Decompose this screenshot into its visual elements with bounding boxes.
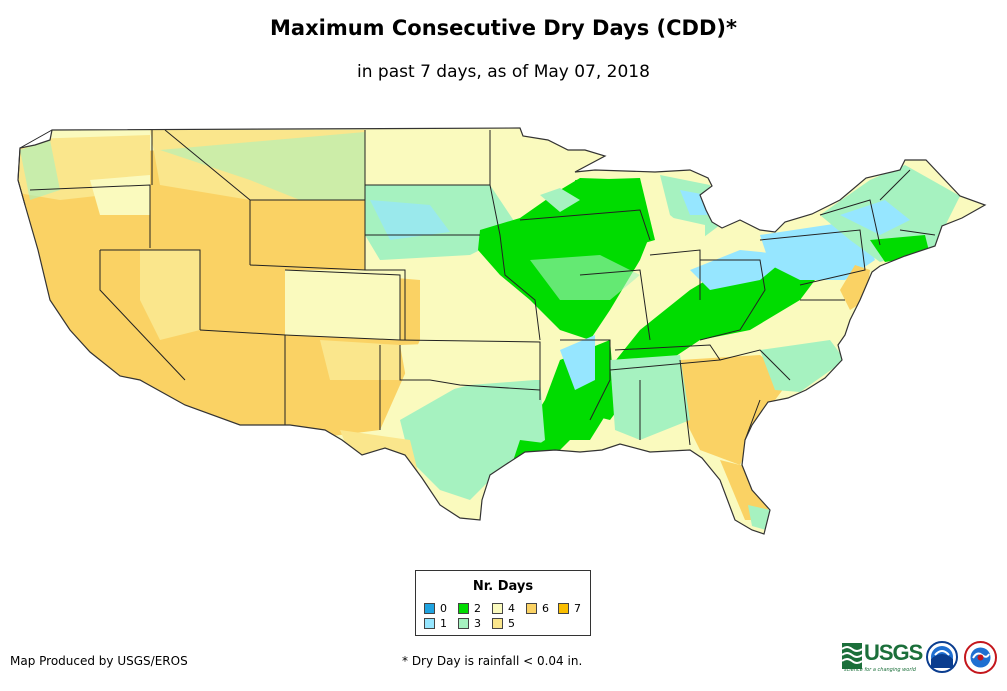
legend-label-1: 1 [440,617,447,630]
legend-title: Nr. Days [472,579,534,594]
agency-logos: USGS science for a changing world [842,640,1002,676]
credit-text: Map Produced by USGS/EROS [10,654,188,668]
usgs-wave-icon [842,643,862,669]
legend-swatch-1 [424,618,435,629]
usgs-tagline: science for a changing world [844,667,916,673]
legend-swatch-5 [492,618,503,629]
map-title: Maximum Consecutive Dry Days (CDD)* [270,16,737,40]
legend-label-4: 4 [508,602,515,615]
legend-swatch-0 [424,603,435,614]
legend: Nr. Days 0 1 2 3 4 5 6 7 [415,570,591,636]
legend-swatch-7 [558,603,569,614]
legend-swatch-4 [492,603,503,614]
cdd-map [17,127,986,535]
legend-label-0: 0 [440,602,447,615]
legend-label-6: 6 [542,602,549,615]
legend-swatch-3 [458,618,469,629]
map-subtitle: in past 7 days, as of May 07, 2018 [357,62,650,82]
legend-label-5: 5 [508,617,515,630]
legend-swatch-2 [458,603,469,614]
usgs-logo-text: USGS [864,640,923,665]
legend-swatch-6 [526,603,537,614]
legend-label-3: 3 [474,617,481,630]
noaa-logo-icon [926,641,958,673]
legend-label-2: 2 [474,602,481,615]
footnote-text: * Dry Day is rainfall < 0.04 in. [402,654,583,668]
nws-logo-icon [964,641,997,674]
legend-label-7: 7 [574,602,581,615]
